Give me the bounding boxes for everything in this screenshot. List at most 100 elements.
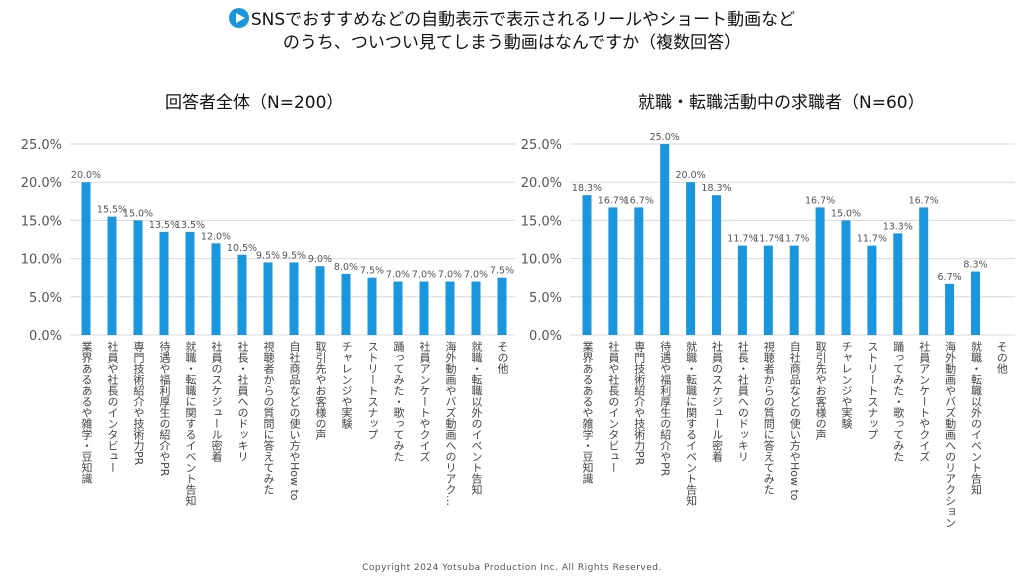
x-tick-label: ストリートスナップ xyxy=(366,341,379,440)
bar xyxy=(582,195,592,335)
x-tick-label: チャレンジや実験 xyxy=(340,341,353,429)
bar xyxy=(867,245,877,335)
bar xyxy=(211,243,221,335)
x-tick-label: 踊ってみた・歌ってみた xyxy=(891,341,905,462)
y-tick-label: 20.0% xyxy=(21,176,62,191)
data-label: 12.0% xyxy=(201,231,231,242)
bar xyxy=(81,182,91,335)
bar xyxy=(471,281,481,335)
bar xyxy=(789,245,799,335)
title-line-1: SNSでおすすめなどの自動表示で表示されるリールやショート動画など xyxy=(250,10,796,30)
bar xyxy=(971,271,980,335)
x-tick-label: ストリートスナップ xyxy=(865,341,879,440)
bar xyxy=(737,245,747,335)
data-label: 9.0% xyxy=(308,254,332,265)
data-label: 16.7% xyxy=(805,195,835,206)
x-tick-label: 待遇や福利厚生の紹介やPR xyxy=(658,341,672,477)
data-label: 13.5% xyxy=(175,220,205,231)
data-label: 6.7% xyxy=(938,272,962,283)
data-label: 15.0% xyxy=(831,208,861,219)
data-label: 11.7% xyxy=(727,234,757,245)
bar xyxy=(893,233,903,335)
x-tick-label: 専門技術紹介や技術力PR xyxy=(632,341,646,466)
x-tick-label: 取引先やお客様の声 xyxy=(814,341,828,440)
y-tick-label: 5.0% xyxy=(529,291,562,306)
page-title: SNSでおすすめなどの自動表示で表示されるリールやショート動画など のうち、つい… xyxy=(0,8,1024,55)
x-tick-label: チャレンジや実験 xyxy=(840,341,853,429)
data-label: 18.3% xyxy=(701,183,731,194)
data-label: 8.3% xyxy=(963,260,987,271)
bar xyxy=(608,207,618,335)
y-tick-label: 5.0% xyxy=(29,291,62,306)
data-label: 15.5% xyxy=(97,205,127,216)
x-tick-label: 社長・社員へのドッキリ xyxy=(236,341,249,462)
data-label: 20.0% xyxy=(676,170,706,181)
bar xyxy=(841,220,851,335)
bar xyxy=(712,195,721,335)
bar xyxy=(133,220,143,335)
bar xyxy=(237,254,247,335)
x-tick-label: 社長・社員へのドッキリ xyxy=(736,341,750,462)
data-label: 7.5% xyxy=(360,266,384,277)
chart-title-all: 回答者全体（N=200） xyxy=(165,93,344,113)
x-tick-label: 社員や社長のインタビュー xyxy=(606,341,620,473)
data-label: 7.0% xyxy=(386,270,410,281)
x-tick-label: 社員のスケジュール密着 xyxy=(710,341,724,462)
data-label: 9.5% xyxy=(282,250,306,261)
bar xyxy=(660,144,670,335)
bar xyxy=(367,277,377,335)
y-tick-label: 0.0% xyxy=(529,329,562,344)
bar xyxy=(763,245,773,335)
data-label: 25.0% xyxy=(650,132,680,143)
bar xyxy=(107,216,117,335)
bar xyxy=(289,262,299,335)
data-label: 11.7% xyxy=(857,234,887,245)
y-tick-label: 20.0% xyxy=(521,176,562,191)
x-tick-label: 社員アンケートやクイズ xyxy=(418,341,431,462)
data-label: 13.3% xyxy=(883,221,913,232)
data-label: 18.3% xyxy=(572,183,602,194)
x-tick-label: 自社商品などの使い方やHow to xyxy=(788,341,802,501)
x-tick-label: 業界あるあるや雑学・豆知識 xyxy=(581,341,594,484)
data-label: 20.0% xyxy=(71,170,101,181)
x-tick-label: 視聴者からの質問に答えてみた xyxy=(762,341,776,495)
y-tick-label: 10.0% xyxy=(521,253,562,268)
x-tick-label: 就職・転職以外のイベント告知 xyxy=(969,341,983,495)
bar xyxy=(497,277,507,335)
x-tick-label: 踊ってみた・歌ってみた xyxy=(392,341,405,462)
copyright-footer: Copyright 2024 Yotsuba Production Inc. A… xyxy=(362,563,662,573)
data-label: 11.7% xyxy=(753,234,783,245)
x-tick-label: 自社商品などの使い方やHow to xyxy=(288,341,301,501)
bar xyxy=(419,281,429,335)
bar xyxy=(445,281,455,335)
data-label: 13.5% xyxy=(149,220,179,231)
data-label: 7.0% xyxy=(412,270,436,281)
data-label: 15.0% xyxy=(123,208,153,219)
bar xyxy=(945,283,955,335)
play-icon xyxy=(228,8,249,28)
data-label: 7.5% xyxy=(490,266,514,277)
data-label: 16.7% xyxy=(624,195,654,206)
x-tick-label: 海外動画やバズ動画へのリアク… xyxy=(444,341,457,506)
x-tick-label: その他 xyxy=(496,341,509,374)
x-tick-label: 就職・転職に関するイベント告知 xyxy=(684,341,698,506)
bar xyxy=(393,281,403,335)
x-tick-label: 専門技術紹介や技術力PR xyxy=(132,341,145,466)
data-label: 7.0% xyxy=(464,270,488,281)
x-tick-label: 海外動画やバズ動画へのリアクション xyxy=(943,341,957,528)
y-tick-label: 25.0% xyxy=(521,138,562,153)
x-tick-label: 視聴者からの質問に答えてみた xyxy=(262,341,275,495)
x-tick-label: 社員のスケジュール密着 xyxy=(210,341,223,462)
y-tick-label: 0.0% xyxy=(29,329,62,344)
chart-title-jobseekers: 就職・転職活動中の求職者（N=60） xyxy=(638,93,925,113)
x-tick-label: 取引先やお客様の声 xyxy=(314,341,327,440)
data-label: 8.0% xyxy=(334,262,358,273)
bar xyxy=(159,231,169,335)
x-tick-label: 就職・転職に関するイベント告知 xyxy=(184,341,197,506)
bar xyxy=(634,207,644,335)
data-label: 9.5% xyxy=(256,250,280,261)
y-tick-label: 15.0% xyxy=(21,214,62,229)
x-tick-label: その他 xyxy=(995,341,1009,374)
x-tick-label: 社員や社長のインタビュー xyxy=(106,341,119,473)
